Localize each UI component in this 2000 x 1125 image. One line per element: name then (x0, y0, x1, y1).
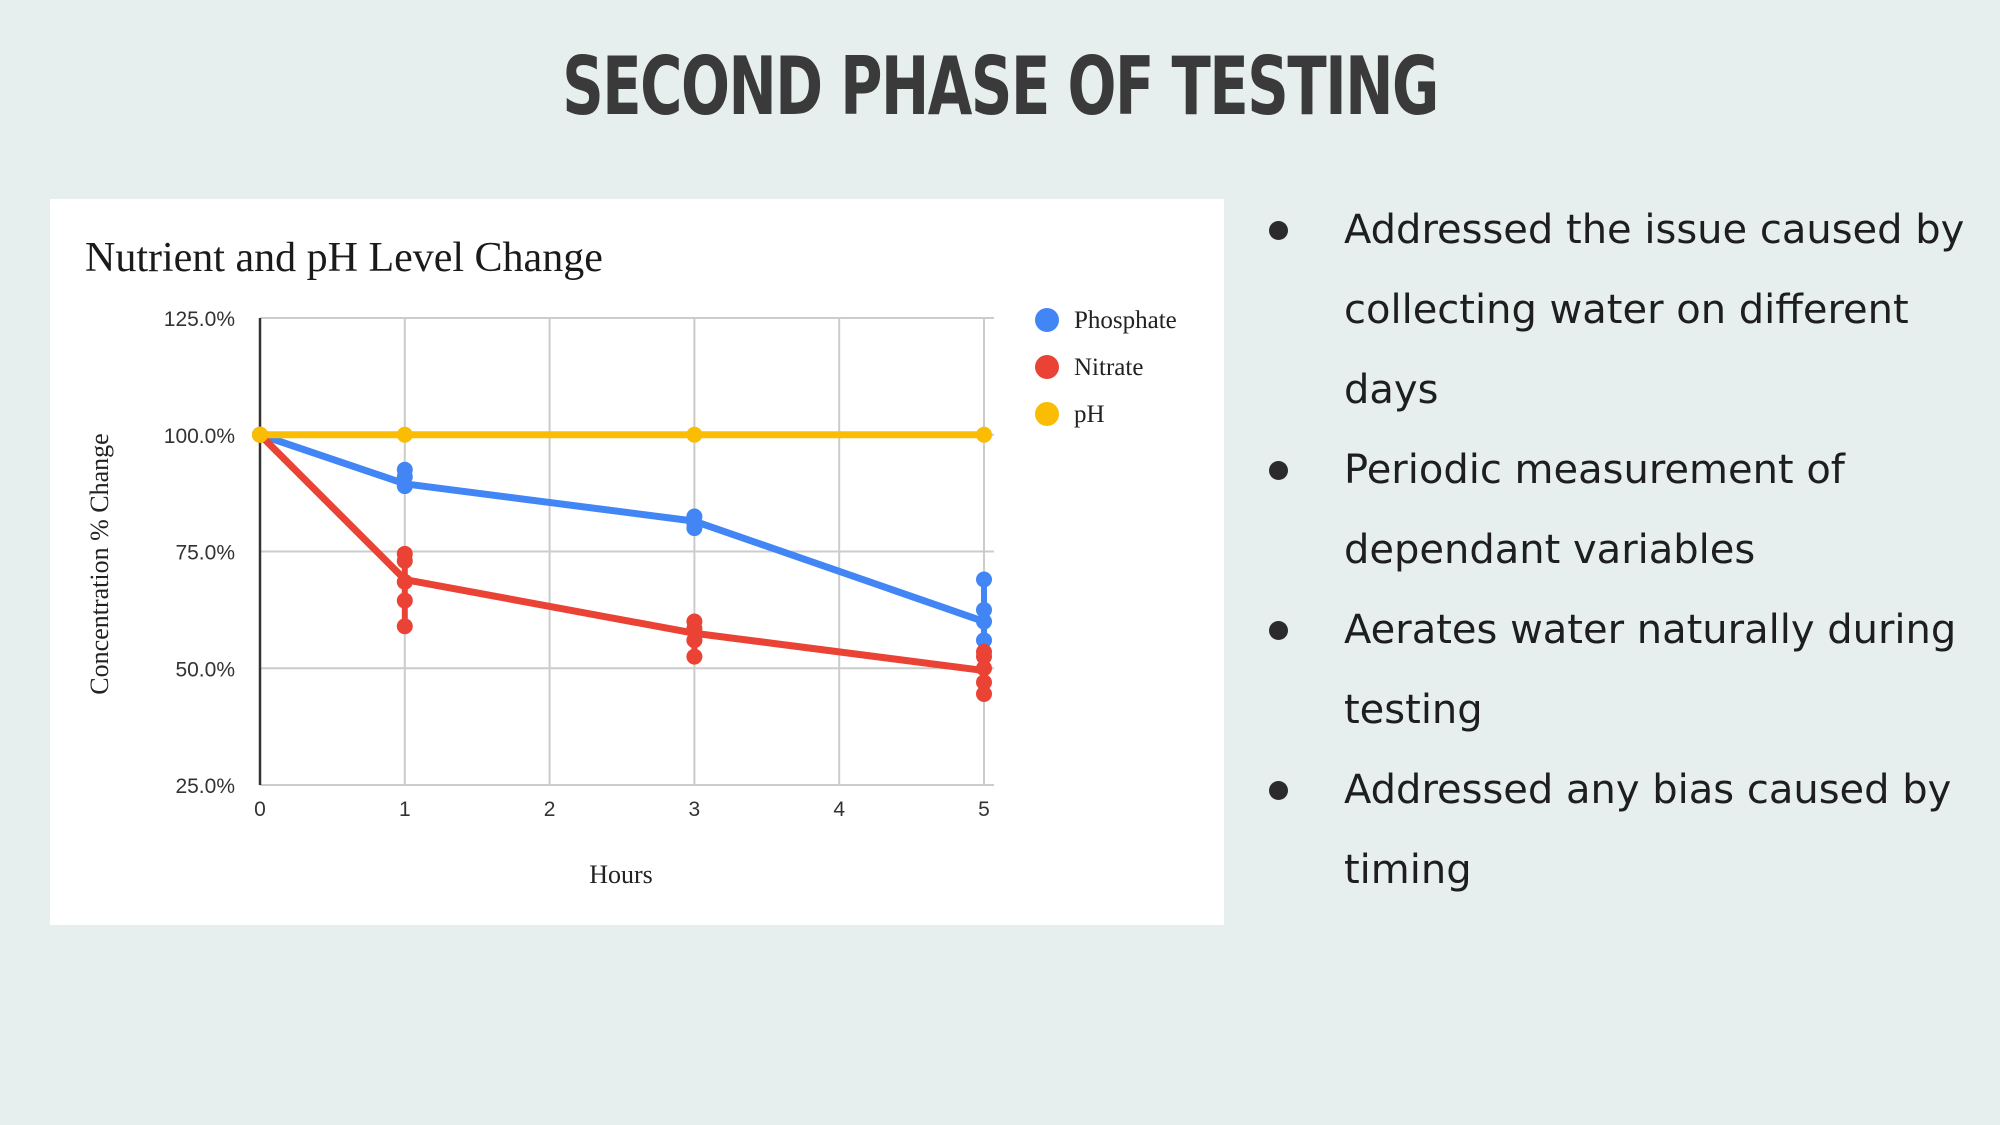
x-tick-label: 4 (833, 798, 845, 821)
bullet-dot-icon (1269, 781, 1288, 800)
legend-swatch-ph (1035, 402, 1059, 426)
legend-label-ph: pH (1074, 401, 1105, 428)
data-point-ph (252, 426, 268, 443)
data-point-nitrate (396, 573, 413, 590)
data-point-ph (396, 426, 413, 443)
legend-label-nitrate: Nitrate (1074, 354, 1143, 381)
slide-title: SECOND PHASE OF TESTING (562, 40, 1439, 133)
data-point-phosphate (976, 601, 992, 618)
series-line-phosphate (256, 431, 988, 626)
chart-series-lines (256, 431, 988, 694)
legend-swatch-phosphate (1035, 308, 1059, 332)
data-point-ph (976, 426, 992, 443)
bullet-item: Addressed any bias caused by timing (1260, 750, 1980, 910)
bullet-item: Addressed the issue caused by collecting… (1260, 190, 1980, 430)
legend-swatch-nitrate (1035, 355, 1059, 379)
x-tick-label: 0 (254, 798, 266, 821)
bullet-dot-icon (1269, 461, 1288, 480)
bullet-item: Aerates water naturally during testing (1260, 590, 1980, 750)
legend-label-phosphate: Phosphate (1074, 307, 1177, 334)
data-point-phosphate (976, 613, 992, 630)
data-point-phosphate (396, 478, 413, 495)
data-point-nitrate (686, 620, 703, 637)
chart-grid (260, 317, 994, 786)
x-tick-label: 3 (689, 798, 701, 821)
data-point-nitrate (976, 685, 992, 702)
data-point-phosphate (686, 520, 703, 537)
bullet-text: Addressed any bias caused by timing (1344, 767, 1952, 893)
series-line-nitrate (256, 431, 988, 675)
bullet-dot-icon (1269, 221, 1288, 240)
x-tick-label: 1 (399, 798, 411, 821)
data-point-phosphate (976, 571, 992, 588)
bullet-text: Periodic measurement of dependant variab… (1344, 447, 1845, 573)
y-tick-label: 75.0% (175, 542, 235, 565)
data-point-nitrate (396, 618, 413, 635)
y-axis-label: Concentration % Change (85, 433, 114, 694)
chart-legend: Phosphate Nitrate pH (1035, 307, 1177, 428)
data-point-nitrate (976, 648, 992, 665)
nutrient-ph-chart: Nutrient and pH Level Change 25.0% 50.0% 7… (85, 235, 1177, 889)
data-point-nitrate (976, 660, 992, 677)
bullet-text: Aerates water naturally during testing (1344, 607, 1957, 733)
data-point-nitrate (396, 592, 413, 609)
bullet-item: Periodic measurement of dependant variab… (1260, 430, 1980, 590)
data-point-ph (686, 426, 703, 443)
y-tick-label: 125.0% (164, 308, 235, 331)
data-point-nitrate (686, 632, 703, 649)
y-tick-label: 50.0% (175, 658, 235, 681)
data-point-nitrate (976, 674, 992, 691)
chart-title: Nutrient and pH Level Change (85, 235, 603, 281)
x-tick-label: 5 (978, 798, 990, 821)
x-tick-label: 2 (544, 798, 556, 821)
chart-panel: Nutrient and pH Level Change 25.0% 50.0% 7… (50, 199, 1224, 925)
bullet-text: Addressed the issue caused by collecting… (1344, 207, 1965, 413)
data-point-phosphate (976, 632, 992, 649)
chart-data-points (252, 426, 992, 702)
data-point-nitrate (396, 552, 413, 569)
bullet-list: Addressed the issue caused by collecting… (1260, 190, 1980, 910)
y-tick-label: 25.0% (175, 775, 235, 798)
chart-axes: 25.0% 50.0% 75.0% 100.0% 125.0% 0 1 2 3 4 5 (164, 308, 990, 821)
bullet-dot-icon (1269, 621, 1288, 640)
y-tick-label: 100.0% (164, 425, 235, 448)
x-axis-label: Hours (589, 860, 653, 889)
data-point-nitrate (686, 648, 703, 665)
